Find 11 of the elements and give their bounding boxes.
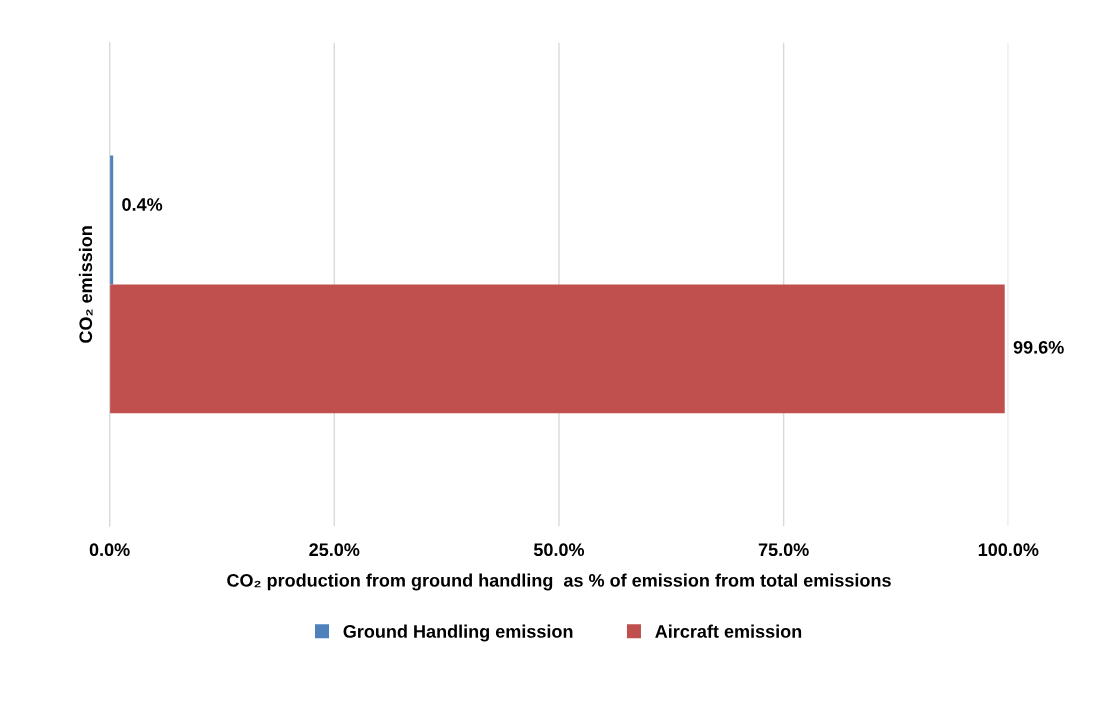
x-axis-title: CO₂ production from ground handling as % of emission from total emissions <box>227 573 891 591</box>
legend-label: Aircraft emission <box>655 624 802 638</box>
data-label: 0.4% <box>122 198 163 211</box>
x-tick-label: 25.0% <box>309 543 360 557</box>
legend-label: Ground Handling emission <box>343 624 573 642</box>
x-tick-label: 0.0% <box>89 543 130 557</box>
x-tick-label: 50.0% <box>533 543 585 557</box>
x-tick-label: 75.0% <box>758 543 809 557</box>
y-axis-title: CO₂ emission <box>78 226 93 343</box>
x-tick-label: 100.0% <box>978 543 1039 557</box>
data-label: 99.6% <box>1013 340 1064 354</box>
